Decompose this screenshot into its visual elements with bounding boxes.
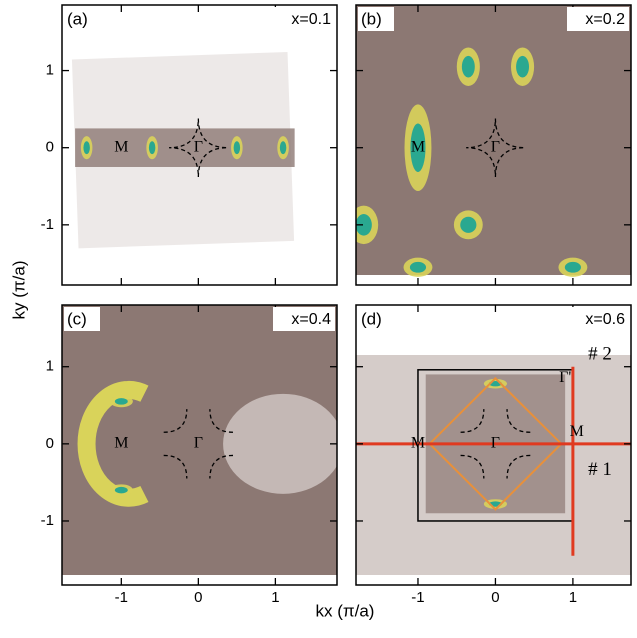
point-label: M <box>570 423 584 440</box>
annotation: x=0.4 <box>291 311 331 328</box>
point-label: M <box>114 138 128 155</box>
panel-tag: (b) <box>361 9 382 28</box>
map-band <box>75 128 295 167</box>
hot-core <box>565 262 581 273</box>
x-axis-label: kx (π/a) <box>316 601 375 620</box>
point-label: M <box>411 138 425 155</box>
annotation: x=0.1 <box>291 11 331 28</box>
low-region <box>223 394 343 494</box>
point-label: Γ <box>491 435 500 452</box>
figure: ky (π/a) kx (π/a) -1 0 1 (a) x=0.1 M Γ (b) x=0.2… <box>0 0 637 633</box>
x-tick-label: 1 <box>271 589 279 606</box>
point-label: Γ <box>194 435 203 452</box>
point-label: # 1 <box>588 459 612 480</box>
hot-core <box>234 141 240 154</box>
panel-tag: (c) <box>67 309 87 328</box>
panel-tag: (a) <box>67 9 88 28</box>
hot-core <box>149 141 155 154</box>
point-label: M <box>114 435 128 452</box>
hot-core <box>460 217 476 233</box>
point-label: M <box>411 435 425 452</box>
x-tick-label: -1 <box>115 589 128 606</box>
hot-core <box>280 141 286 154</box>
hot-core <box>410 262 426 273</box>
annotation: x=0.6 <box>585 311 625 328</box>
hot-core <box>115 398 128 404</box>
y-tick-label: -1 <box>41 512 54 529</box>
hot-core <box>462 56 475 78</box>
point-label: Γ <box>491 138 500 155</box>
y-axis-label: ky (π/a) <box>9 261 28 320</box>
x-tick-label: 0 <box>194 589 202 606</box>
point-label: Γ' <box>559 369 571 386</box>
y-tick-label: 0 <box>46 139 54 156</box>
y-tick-label: 0 <box>46 435 54 452</box>
panel-tag: (d) <box>361 309 382 328</box>
x-tick-label: 1 <box>569 589 577 606</box>
annotation: x=0.2 <box>585 11 625 28</box>
point-label: # 2 <box>588 343 612 364</box>
x-tick-label: -1 <box>411 589 424 606</box>
y-tick-label: -1 <box>41 216 54 233</box>
y-tick-label: 1 <box>46 358 54 375</box>
point-label: Γ <box>194 138 203 155</box>
hot-core <box>516 56 529 78</box>
hot-core <box>83 141 89 154</box>
hot-core <box>115 487 128 493</box>
x-tick-label: 0 <box>491 589 499 606</box>
y-tick-label: 1 <box>46 62 54 79</box>
